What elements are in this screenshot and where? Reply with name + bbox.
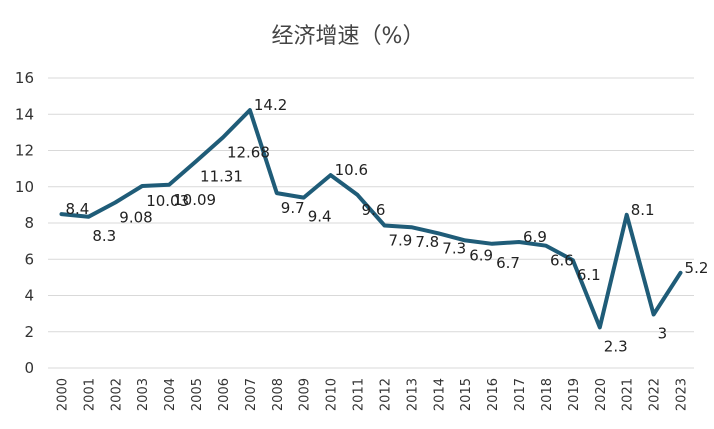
x-tick-label: 2018 [540,378,555,411]
y-tick-label: 6 [24,250,34,268]
y-tick-label: 4 [24,287,34,305]
data-label: 5.2 [685,259,709,277]
x-tick-label: 2003 [136,378,151,411]
x-tick-label: 2017 [513,378,528,411]
series-line-0 [59,108,683,330]
y-axis-ticks: 0 2 4 6 8 10 12 14 16 [15,69,34,377]
data-label: 10.03 [146,192,189,210]
data-label: 9.4 [308,208,332,226]
x-tick-label: 2022 [648,378,663,411]
x-tick-label: 2001 [82,378,97,411]
y-tick-label: 14 [15,105,34,123]
data-label: 2.3 [604,337,628,355]
x-axis-ticks: 2000 2001 2002 2003 2004 2005 2006 2007 2008 2009… [55,378,689,411]
data-label: 9.6 [362,201,386,219]
y-tick-label: 2 [24,323,34,341]
data-label: 7.3 [442,239,466,257]
data-label: 12.68 [227,143,270,161]
x-tick-label: 2006 [217,378,232,411]
y-tick-label: 8 [24,214,34,232]
x-tick-label: 2008 [271,378,286,411]
x-tick-label: 2012 [378,378,393,411]
x-tick-label: 2016 [486,378,501,411]
x-tick-label: 2011 [352,378,367,411]
x-tick-label: 2009 [298,378,313,411]
y-tick-label: 12 [15,142,34,160]
data-label: 6.9 [523,228,547,246]
x-tick-label: 2015 [459,378,474,411]
x-tick-label: 2010 [325,378,340,411]
data-label: 3 [658,325,668,343]
data-label: 6.1 [577,266,601,284]
data-label: 10.6 [335,161,368,179]
x-tick-label: 2020 [594,378,609,411]
data-label: 7.8 [415,233,439,251]
x-tick-label: 2004 [163,378,178,411]
data-label: 8.4 [65,200,89,218]
x-tick-label: 2013 [405,378,420,411]
chart-title: 经济增速（%） [272,24,425,49]
data-label: 14.2 [254,96,287,114]
x-tick-label: 2023 [675,378,690,411]
x-tick-label: 2000 [55,378,70,411]
x-tick-label: 2014 [432,378,447,411]
y-tick-label: 0 [24,359,34,377]
data-label: 6.6 [550,252,574,270]
series-layer [59,108,683,330]
data-label: 9.08 [119,209,152,227]
data-label: 7.9 [388,232,412,250]
data-label: 11.31 [200,167,243,185]
data-label: 9.7 [281,199,305,217]
data-label: 8.3 [92,227,116,245]
x-tick-label: 2002 [109,378,124,411]
data-label: 8.1 [631,201,655,219]
data-label: 10.09 [173,191,216,209]
x-tick-label: 2019 [567,378,582,411]
data-label: 6.7 [496,254,520,272]
y-tick-label: 16 [15,69,34,87]
data-label: 6.9 [469,246,493,264]
x-tick-label: 2021 [621,378,636,411]
x-tick-label: 2005 [190,378,205,411]
x-tick-label: 2007 [244,378,259,411]
y-tick-label: 10 [15,178,34,196]
